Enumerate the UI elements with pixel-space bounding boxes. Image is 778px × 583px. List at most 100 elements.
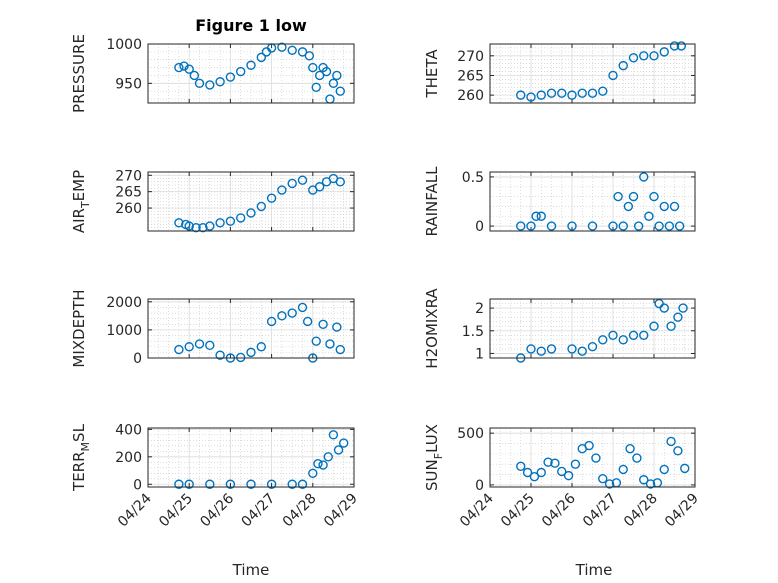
- data-point: [184, 221, 194, 231]
- data-point: [198, 223, 208, 233]
- subplot-1: 950 1000 PRESSURE: [70, 34, 355, 113]
- data-point: [649, 51, 659, 61]
- data-point: [297, 47, 308, 57]
- data-point: [531, 211, 541, 221]
- data-point: [235, 352, 246, 363]
- data-point: [591, 453, 601, 463]
- data-point: [325, 339, 335, 349]
- data-point: [598, 86, 608, 96]
- y-tick-label: 2000: [106, 295, 142, 311]
- data-point: [287, 308, 297, 318]
- y-tick-label: 265: [115, 185, 142, 201]
- data-point: [577, 346, 587, 356]
- y-tick-label: 260: [457, 88, 484, 104]
- y-tick-label: 270: [457, 49, 484, 65]
- axes-border: [489, 171, 696, 232]
- y-tick-label: 0: [475, 478, 484, 494]
- data-point: [277, 42, 287, 52]
- data-point: [174, 479, 184, 489]
- data-point: [194, 339, 205, 349]
- data-point: [516, 221, 526, 231]
- data-point: [644, 211, 654, 221]
- data-point: [628, 191, 639, 202]
- data-point: [194, 78, 205, 89]
- data-point: [587, 341, 598, 352]
- axes-border: [489, 427, 696, 488]
- y-tick-label: 260: [115, 201, 142, 217]
- data-point: [287, 45, 297, 55]
- data-point: [205, 221, 215, 231]
- data-point: [587, 221, 598, 231]
- data-point: [235, 66, 246, 77]
- data-point: [215, 218, 225, 228]
- data-point: [335, 177, 345, 187]
- data-point: [666, 321, 676, 331]
- data-point: [297, 175, 308, 185]
- y-axis-label: TERRMSL: [70, 423, 92, 492]
- data-point: [179, 61, 189, 71]
- axes-border: [147, 171, 355, 232]
- y-tick-label: 265: [457, 68, 484, 84]
- data-point: [333, 445, 344, 455]
- data-point: [318, 460, 328, 470]
- data-point: [246, 347, 256, 358]
- data-point: [189, 70, 200, 81]
- subplot-2: 260 265 270 THETA: [423, 41, 696, 104]
- y-tick-label: 0: [475, 219, 484, 235]
- x-tick-label: 04/26: [539, 490, 579, 530]
- axes-border: [147, 43, 355, 104]
- data-point: [536, 467, 546, 478]
- y-tick-label: 0.5: [462, 170, 484, 186]
- data-point: [277, 185, 287, 195]
- data-point: [328, 78, 339, 89]
- data-point: [335, 86, 345, 96]
- data-point: [256, 342, 266, 352]
- data-point: [639, 51, 649, 61]
- data-point: [225, 72, 236, 82]
- data-point: [246, 479, 256, 489]
- data-point: [526, 221, 536, 231]
- data-point: [625, 444, 635, 454]
- data-point: [598, 474, 608, 484]
- figure-title: Figure 1 low: [195, 16, 307, 35]
- data-point: [546, 88, 557, 98]
- data-point: [546, 344, 557, 354]
- data-point: [516, 461, 526, 471]
- data-point: [645, 479, 656, 489]
- data-point: [339, 438, 349, 448]
- data-point: [604, 479, 615, 489]
- data-point: [215, 350, 225, 360]
- data-point: [191, 223, 201, 233]
- data-point: [526, 344, 536, 354]
- subplot-4: 0 0.5 RAINFALL: [423, 166, 696, 236]
- data-point: [266, 193, 277, 203]
- subplot-6: 1 1.5 2 H2OMIXRA: [423, 288, 696, 369]
- data-point: [321, 66, 332, 77]
- data-point: [287, 479, 297, 489]
- x-axis-label-right: Time: [575, 561, 613, 579]
- y-tick-label: 200: [115, 450, 142, 466]
- data-point: [659, 303, 669, 313]
- data-point: [666, 436, 676, 447]
- y-axis-label: THETA: [423, 49, 441, 99]
- data-point: [563, 470, 574, 481]
- data-point: [266, 479, 277, 489]
- data-point: [618, 60, 628, 71]
- y-tick-label: 1000: [106, 323, 142, 339]
- data-point: [618, 464, 628, 475]
- x-tick-label: 04/28: [621, 491, 661, 531]
- data-point: [669, 201, 680, 212]
- data-point: [318, 319, 328, 329]
- x-tick-label: 04/26: [197, 490, 237, 530]
- data-point: [659, 201, 669, 212]
- data-point: [225, 216, 236, 226]
- data-point: [608, 70, 618, 81]
- data-point: [536, 346, 546, 356]
- data-point: [678, 303, 688, 313]
- x-axis-label-left: Time: [232, 561, 270, 579]
- data-point: [335, 344, 345, 355]
- x-tick-label: 04/25: [498, 491, 538, 531]
- data-point: [570, 459, 581, 469]
- data-point: [314, 182, 325, 192]
- data-point: [205, 479, 215, 489]
